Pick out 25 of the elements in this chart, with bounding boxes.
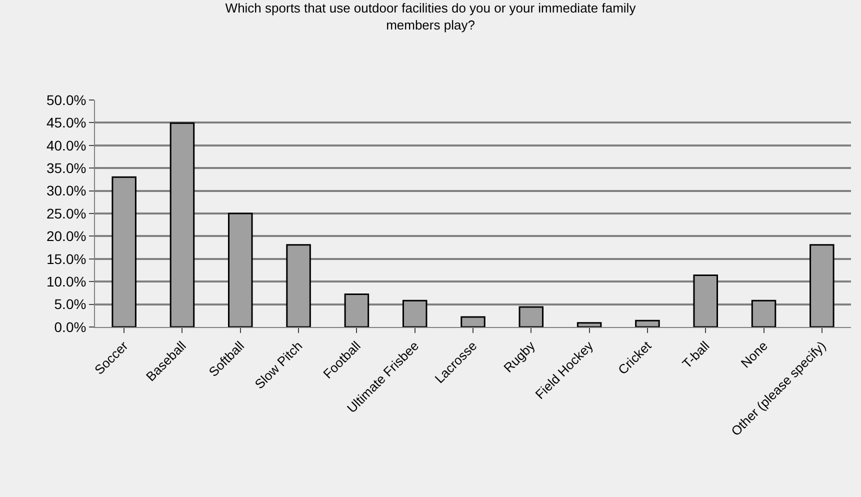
y-tick-label: 35.0% <box>46 160 86 176</box>
bar <box>228 212 253 327</box>
y-tick-label: 50.0% <box>46 92 86 108</box>
bar <box>344 294 370 327</box>
bar <box>460 316 486 327</box>
bar <box>635 320 660 327</box>
y-tick-label: 45.0% <box>46 114 86 131</box>
y-tick-label: 20.0% <box>46 228 86 244</box>
bar <box>810 244 834 327</box>
bar <box>693 274 718 327</box>
y-tick-label: 10.0% <box>46 274 86 290</box>
y-tick-label: 0.0% <box>54 318 86 335</box>
bar <box>286 244 311 327</box>
y-tick-label: 40.0% <box>46 137 86 154</box>
bar <box>170 122 195 327</box>
bar <box>518 306 544 327</box>
bar <box>112 176 136 327</box>
bar <box>576 322 602 327</box>
y-tick-label: 15.0% <box>46 250 86 267</box>
chart-title: Which sports that use outdoor facilities do you or your immediate family members play? <box>225 0 636 32</box>
bar <box>751 300 776 327</box>
y-tick-label: 30.0% <box>46 182 86 199</box>
y-tick-label: 25.0% <box>46 205 86 222</box>
bar <box>402 300 428 327</box>
y-tick-label: 5.0% <box>54 296 86 312</box>
